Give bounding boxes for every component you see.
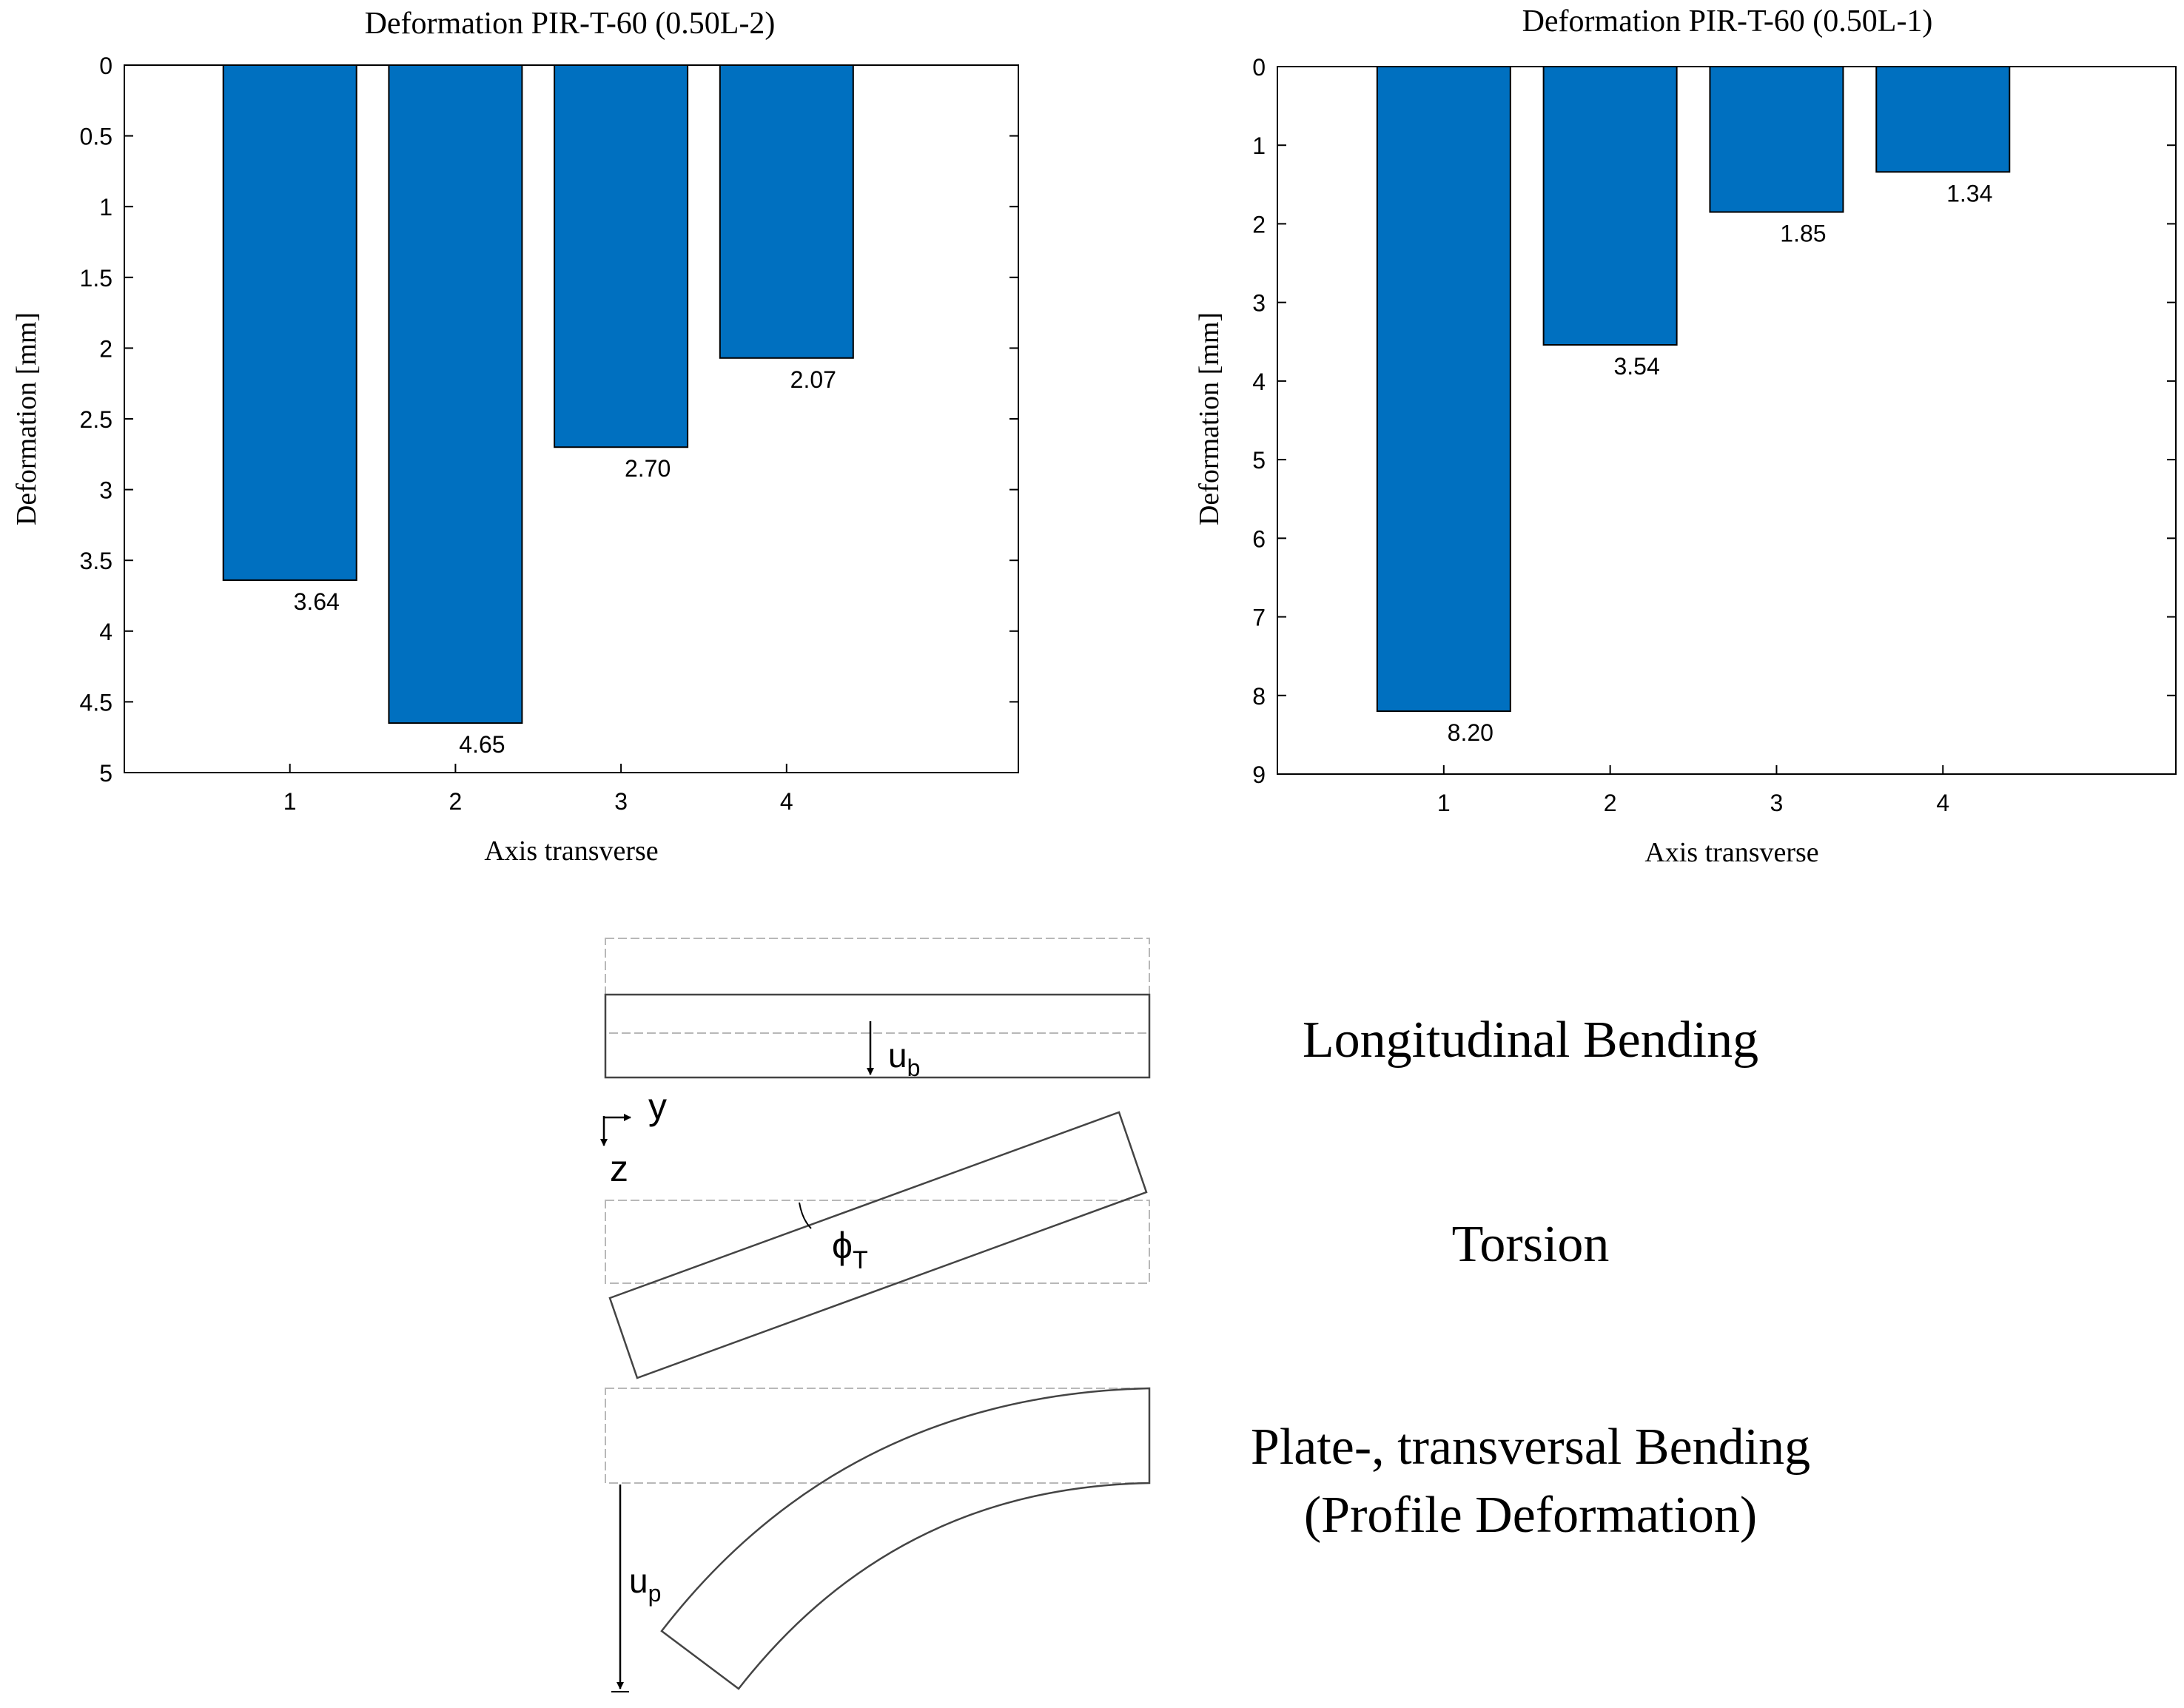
chart-left-x-tick-label: 4	[780, 788, 793, 815]
chart-right-y-tick-label: 2	[1252, 211, 1266, 238]
chart-right-y-axis: 0 1 2 3 4 5 6 7 8 9	[1252, 54, 2176, 788]
plate-bending-sketch: up	[605, 1387, 1151, 1692]
plate-bending-label-line1: Plate-, transversal Bending	[1251, 1419, 1810, 1476]
curved-profile-outline	[660, 1387, 1151, 1690]
chart-left-value-label-1: 3.64	[294, 588, 340, 615]
chart-right-bar-1	[1376, 66, 1511, 713]
twisted-beam-outline	[608, 1111, 1148, 1379]
chart-right-value-label-4: 1.34	[1946, 180, 1992, 206]
chart-left-y-tick-label: 4.5	[80, 689, 112, 716]
chart-right-bar-3	[1709, 66, 1844, 213]
z-axis-label: z	[610, 1148, 628, 1189]
up-symbol: up	[629, 1561, 661, 1607]
chart-right-y-tick-label: 0	[1252, 54, 1266, 81]
chart-right-y-tick-label: 9	[1252, 761, 1266, 788]
chart-left-x-label: Axis transverse	[484, 835, 658, 867]
chart-right-x-label: Axis transverse	[1644, 837, 1818, 868]
chart-right-y-tick-label: 8	[1252, 683, 1266, 710]
chart-right-value-label-3: 1.85	[1780, 221, 1826, 247]
y-axis-label: y	[648, 1086, 667, 1127]
chart-right-y-tick-label: 7	[1252, 605, 1266, 631]
chart-left-y-tick-label: 0	[99, 53, 112, 79]
chart-right-bars	[1376, 66, 2011, 713]
chart-left-y-tick-label: 2	[99, 335, 112, 362]
chart-right-value-labels: 8.20 3.54 1.85 1.34	[1448, 180, 1993, 746]
chart-right-value-label-1: 8.20	[1448, 719, 1493, 746]
phi-angle-arc	[799, 1202, 812, 1229]
chart-left-bar-4	[719, 64, 854, 359]
chart-left-y-tick-label: 1.5	[80, 265, 112, 292]
chart-left-x-tick-label: 2	[449, 788, 463, 815]
bent-beam-outline	[604, 993, 1151, 1079]
longitudinal-bending-label: Longitudinal Bending	[1303, 1012, 1758, 1069]
chart-left-bars	[222, 64, 854, 724]
chart-right-x-axis: 1 2 3 4	[1437, 67, 1949, 816]
chart-left-x-tick-label: 1	[283, 788, 297, 815]
chart-left-value-label-3: 2.70	[625, 455, 671, 482]
chart-left-value-label-2: 4.65	[459, 731, 505, 758]
chart-right-bar-2	[1542, 66, 1678, 346]
chart-left-y-axis: 0 0.5 1 1.5 2 2.5 3 3.5 4 4.5 5	[80, 53, 1018, 787]
chart-left-y-tick-label: 2.5	[80, 406, 112, 433]
chart-left-bar-2	[388, 64, 523, 724]
chart-left-x-tick-label: 3	[614, 788, 628, 815]
undeformed-beam-outline-3	[605, 1388, 1150, 1484]
chart-right-y-tick-label: 4	[1252, 369, 1266, 395]
chart-right: Deformation PIR-T-60 (0.50L-1) 0 1 2 3 4 5 6 7 8…	[1194, 4, 2177, 868]
chart-left-y-tick-label: 3.5	[80, 548, 112, 574]
chart-left-bar-1	[222, 64, 357, 581]
chart-left-y-tick-label: 5	[99, 760, 112, 787]
longitudinal-bending-sketch: ub	[604, 938, 1151, 1081]
chart-left-y-tick-label: 4	[99, 619, 112, 645]
chart-right-y-tick-label: 6	[1252, 525, 1266, 552]
chart-left-y-tick-label: 1	[99, 194, 112, 221]
plate-bending-label-line2: (Profile Deformation)	[1304, 1487, 1757, 1544]
chart-right-value-label-2: 3.54	[1613, 353, 1659, 380]
chart-left-bar-3	[554, 64, 689, 448]
chart-left: Deformation PIR-T-60 (0.50L-2) 0 0.5 1 1.5 2…	[11, 7, 1019, 867]
undeformed-beam-outline-1	[605, 938, 1150, 1034]
chart-right-y-tick-label: 1	[1252, 132, 1266, 159]
chart-right-x-tick-label: 2	[1604, 790, 1617, 816]
chart-right-bar-4	[1875, 66, 2011, 173]
chart-left-value-label-4: 2.07	[790, 366, 836, 393]
chart-right-y-tick-label: 5	[1252, 447, 1266, 474]
coordinate-axes: y z	[600, 1086, 667, 1189]
chart-right-x-tick-label: 4	[1936, 790, 1949, 816]
chart-left-y-tick-label: 3	[99, 477, 112, 504]
torsion-sketch: ϕT	[605, 1111, 1150, 1379]
ub-symbol: ub	[888, 1036, 920, 1081]
chart-left-x-axis: 1 2 3 4	[283, 65, 793, 815]
phi-symbol: ϕT	[832, 1225, 868, 1274]
deformation-modes-diagram: ub Longitudinal Bending y z ϕT Torsion u…	[600, 938, 1810, 1692]
chart-right-y-label: Deformation [mm]	[1194, 312, 1225, 525]
chart-left-value-labels: 3.64 4.65 2.70 2.07	[294, 366, 836, 758]
chart-left-title: Deformation PIR-T-60 (0.50L-2)	[365, 7, 776, 41]
torsion-label: Torsion	[1452, 1216, 1610, 1273]
chart-left-y-tick-label: 0.5	[80, 124, 112, 150]
chart-right-title: Deformation PIR-T-60 (0.50L-1)	[1522, 4, 1933, 38]
chart-left-y-label: Deformation [mm]	[11, 312, 42, 525]
chart-right-y-tick-label: 3	[1252, 290, 1266, 317]
chart-right-x-tick-label: 1	[1437, 790, 1451, 816]
chart-right-x-tick-label: 3	[1770, 790, 1784, 816]
